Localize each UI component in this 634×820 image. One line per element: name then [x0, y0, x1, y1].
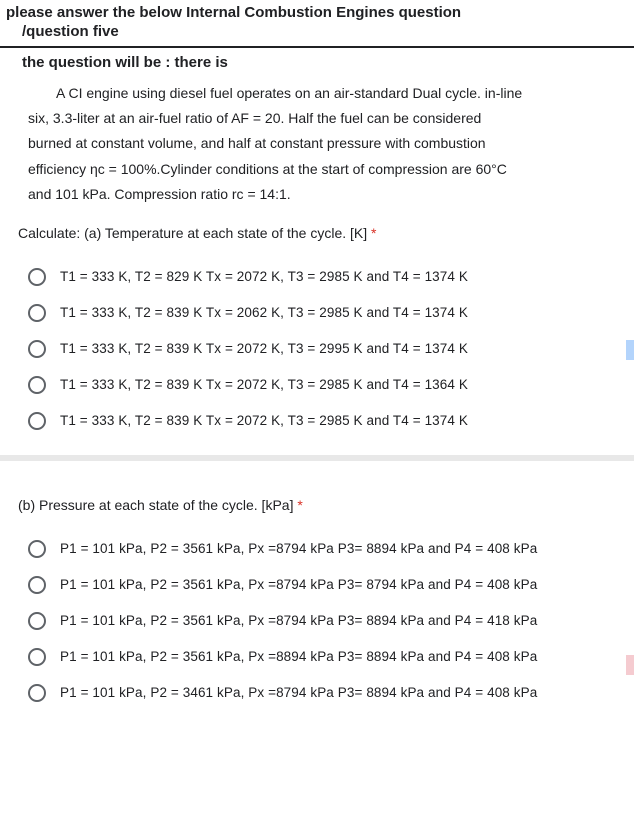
option-label: T1 = 333 K, T2 = 839 K Tx = 2072 K, T3 =…	[60, 377, 468, 392]
option-label: P1 = 101 kPa, P2 = 3461 kPa, Px =8794 kP…	[60, 685, 537, 700]
problem-line: burned at constant volume, and half at c…	[28, 135, 486, 151]
divider	[0, 46, 634, 48]
page-title: please answer the below Internal Combust…	[0, 0, 634, 23]
required-star: *	[293, 497, 302, 513]
page-subtitle: /question five	[0, 23, 634, 44]
radio-icon[interactable]	[28, 540, 46, 558]
problem-statement: A CI engine using diesel fuel operates o…	[0, 77, 634, 211]
option-row[interactable]: P1 = 101 kPa, P2 = 3561 kPa, Px =8894 kP…	[28, 639, 614, 675]
prompt-text: Calculate: (a) Temperature at each state…	[18, 225, 367, 241]
radio-icon[interactable]	[28, 412, 46, 430]
option-row[interactable]: P1 = 101 kPa, P2 = 3561 kPa, Px =8794 kP…	[28, 603, 614, 639]
option-row[interactable]: T1 = 333 K, T2 = 839 K Tx = 2062 K, T3 =…	[28, 295, 614, 331]
problem-line: six, 3.3-liter at an air-fuel ratio of A…	[28, 110, 481, 126]
option-row[interactable]: T1 = 333 K, T2 = 829 K Tx = 2072 K, T3 =…	[28, 259, 614, 295]
option-label: T1 = 333 K, T2 = 839 K Tx = 2072 K, T3 =…	[60, 341, 468, 356]
option-label: T1 = 333 K, T2 = 839 K Tx = 2072 K, T3 =…	[60, 413, 468, 428]
radio-icon[interactable]	[28, 268, 46, 286]
part-a-prompt: Calculate: (a) Temperature at each state…	[0, 211, 634, 259]
option-row[interactable]: T1 = 333 K, T2 = 839 K Tx = 2072 K, T3 =…	[28, 403, 614, 439]
option-row[interactable]: P1 = 101 kPa, P2 = 3561 kPa, Px =8794 kP…	[28, 531, 614, 567]
radio-icon[interactable]	[28, 684, 46, 702]
problem-line: A CI engine using diesel fuel operates o…	[28, 81, 614, 106]
option-label: P1 = 101 kPa, P2 = 3561 kPa, Px =8794 kP…	[60, 577, 537, 592]
section-divider	[0, 455, 634, 461]
radio-icon[interactable]	[28, 648, 46, 666]
option-row[interactable]: T1 = 333 K, T2 = 839 K Tx = 2072 K, T3 =…	[28, 367, 614, 403]
problem-line: efficiency ηc = 100%.Cylinder conditions…	[28, 161, 507, 177]
option-row[interactable]: P1 = 101 kPa, P2 = 3461 kPa, Px =8794 kP…	[28, 675, 614, 711]
required-star: *	[367, 225, 376, 241]
radio-icon[interactable]	[28, 304, 46, 322]
part-b-options: P1 = 101 kPa, P2 = 3561 kPa, Px =8794 kP…	[0, 531, 634, 711]
part-b-prompt: (b) Pressure at each state of the cycle.…	[0, 467, 634, 531]
part-a-options: T1 = 333 K, T2 = 829 K Tx = 2072 K, T3 =…	[0, 259, 634, 439]
radio-icon[interactable]	[28, 340, 46, 358]
question-lead: the question will be : there is	[0, 52, 634, 77]
option-label: T1 = 333 K, T2 = 829 K Tx = 2072 K, T3 =…	[60, 269, 468, 284]
radio-icon[interactable]	[28, 576, 46, 594]
radio-icon[interactable]	[28, 376, 46, 394]
option-label: P1 = 101 kPa, P2 = 3561 kPa, Px =8794 kP…	[60, 541, 537, 556]
radio-icon[interactable]	[28, 612, 46, 630]
side-marker-pink	[626, 655, 634, 675]
option-label: P1 = 101 kPa, P2 = 3561 kPa, Px =8794 kP…	[60, 613, 537, 628]
problem-line: and 101 kPa. Compression ratio rc = 14:1…	[28, 186, 291, 202]
option-label: T1 = 333 K, T2 = 839 K Tx = 2062 K, T3 =…	[60, 305, 468, 320]
side-marker-blue	[626, 340, 634, 360]
option-label: P1 = 101 kPa, P2 = 3561 kPa, Px =8894 kP…	[60, 649, 537, 664]
option-row[interactable]: P1 = 101 kPa, P2 = 3561 kPa, Px =8794 kP…	[28, 567, 614, 603]
prompt-text: (b) Pressure at each state of the cycle.…	[18, 497, 293, 513]
option-row[interactable]: T1 = 333 K, T2 = 839 K Tx = 2072 K, T3 =…	[28, 331, 614, 367]
